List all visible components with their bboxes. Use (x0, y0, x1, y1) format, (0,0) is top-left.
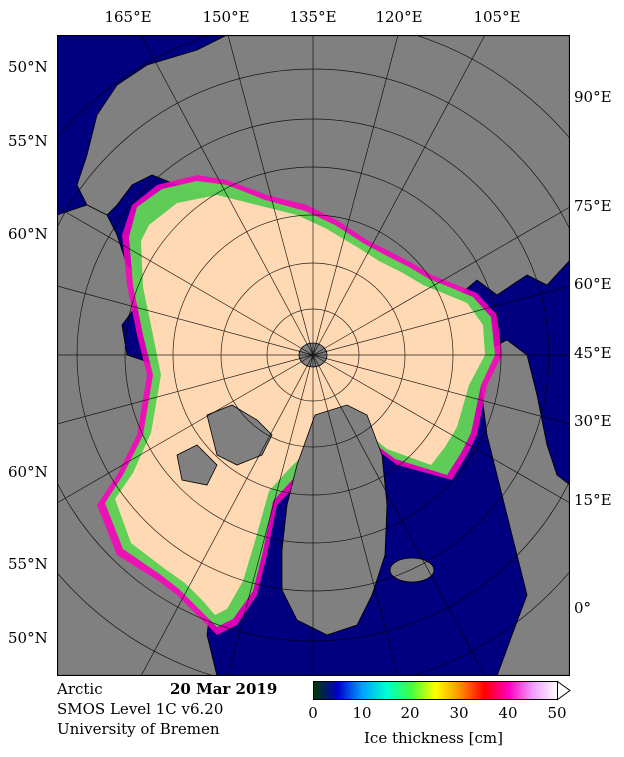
colorbar (313, 680, 571, 701)
lon-label-30e: 30°E (574, 412, 612, 430)
lat-label-left-3: 60°N (8, 225, 48, 243)
colorbar-gradient (313, 681, 558, 700)
land-scandinavia (476, 339, 570, 676)
colorbar-tick-0: 0 (308, 704, 318, 722)
colorbar-label: Ice thickness [cm] (364, 729, 503, 747)
region-label: Arctic (57, 680, 103, 698)
sea-ice-map (57, 35, 570, 676)
institution-label: University of Bremen (57, 720, 220, 738)
colorbar-tick-40: 40 (498, 704, 518, 722)
lat-label-left-1: 50°N (8, 58, 48, 76)
land-canadian-islands (206, 404, 273, 466)
colorbar-tick-10: 10 (352, 704, 372, 722)
date-label: 20 Mar 2019 (170, 680, 278, 698)
lon-label-60e: 60°E (574, 275, 612, 293)
lat-label-left-6: 50°N (8, 629, 48, 647)
map-frame (57, 35, 570, 676)
land-greenland-top (281, 404, 388, 636)
lon-label-135e: 135°E (289, 8, 337, 26)
colorbar-tick-30: 30 (449, 704, 469, 722)
lon-label-120e: 120°E (375, 8, 423, 26)
lon-label-75e: 75°E (574, 197, 612, 215)
lon-label-45e: 45°E (574, 344, 612, 362)
product-label: SMOS Level 1C v6.20 (57, 700, 224, 718)
graticule (57, 35, 570, 676)
lat-label-left-2: 55°N (8, 132, 48, 150)
lat-label-left-4: 60°N (8, 463, 48, 481)
land-islands-2 (176, 444, 218, 486)
lon-label-0: 0° (574, 599, 592, 617)
colorbar-tick-50: 50 (547, 704, 567, 722)
colorbar-tick-20: 20 (400, 704, 420, 722)
lon-label-15e: 15°E (574, 491, 612, 509)
lon-label-150e: 150°E (202, 8, 250, 26)
lon-label-165e: 165°E (104, 8, 152, 26)
colorbar-extend-arrow (557, 680, 571, 701)
lon-label-90e: 90°E (574, 88, 612, 106)
lat-label-left-5: 55°N (8, 555, 48, 573)
lon-label-105e: 105°E (473, 8, 521, 26)
